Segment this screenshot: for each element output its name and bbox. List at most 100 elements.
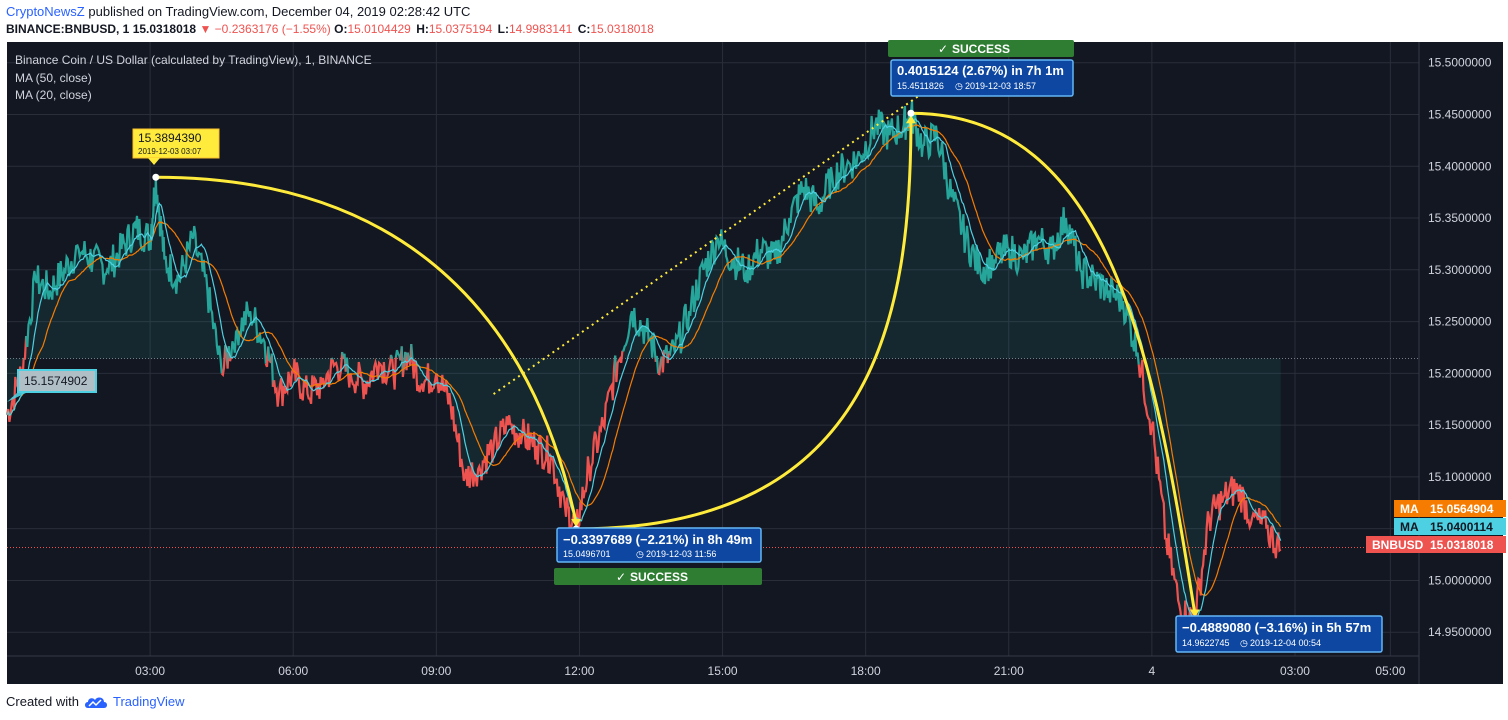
- rise-info-box: 0.4015124 (2.67%) in 7h 1m 15.4511826 ◷ …: [890, 59, 1074, 97]
- price-segment: [267, 346, 271, 362]
- price-tick-label: 15.3500000: [1428, 211, 1492, 225]
- drop1-status-text: SUCCESS: [630, 570, 688, 584]
- price-segment: [406, 352, 410, 361]
- symbol-label: BINANCE:BNBUSD, 1: [6, 22, 130, 36]
- peak-time-text: 2019-12-03 03:07: [138, 147, 202, 156]
- price-tick-label: 15.4500000: [1428, 107, 1492, 121]
- time-tick-label: 4: [1149, 664, 1156, 678]
- publish-header: CryptoNewsZ published on TradingView.com…: [6, 4, 470, 19]
- time-tick-label: 05:00: [1375, 664, 1405, 678]
- drop1-change-text: −0.3397689 (−2.21%) in 8h 49m: [563, 532, 752, 547]
- price-segment: [271, 358, 333, 407]
- drop2-info-box: −0.4889080 (−3.16%) in 5h 57m 14.9622745…: [1175, 615, 1383, 653]
- footer: Created with TradingView: [6, 694, 185, 709]
- rise-change-text: 0.4015124 (2.67%) in 7h 1m: [897, 63, 1064, 78]
- rise-price-text: 15.4511826: [897, 81, 944, 91]
- price-segment: [270, 353, 274, 387]
- ma-cyan-label: MA: [1400, 520, 1419, 534]
- arc-end-point: [907, 109, 915, 117]
- drop1-time-text: 2019-12-03 11:56: [646, 549, 716, 559]
- time-tick-label: 03:00: [135, 664, 165, 678]
- rise-time-text: 2019-12-03 18:57: [965, 81, 1036, 91]
- price-tick-label: 15.3000000: [1428, 263, 1492, 277]
- published-text: published on TradingView.com, December 0…: [88, 4, 471, 19]
- start-price-text: 15.1574902: [24, 374, 88, 388]
- time-tick-label: 03:00: [1280, 664, 1310, 678]
- created-with-text: Created with: [6, 694, 79, 709]
- start-price-label: 15.1574902: [7, 369, 97, 402]
- price-segment: [330, 357, 334, 361]
- price-segment: [391, 357, 397, 390]
- time-axis: 03:00 06:00 09:00 12:00 15:00 18:00 21:00 4 03:0…: [135, 664, 1406, 678]
- time-tick-label: 15:00: [708, 664, 738, 678]
- rise-check-icon: ✓: [938, 42, 948, 56]
- author-link[interactable]: CryptoNewsZ: [6, 4, 85, 19]
- change-down-icon: ▼: [199, 22, 212, 36]
- price-tick-label: 15.4000000: [1428, 159, 1492, 173]
- drop1-info-box: −0.3397689 (−2.21%) in 8h 49m 15.0496701…: [556, 527, 762, 563]
- high-label: H:: [416, 22, 429, 36]
- current-price-tag: BNBUSD 15.0318018: [1366, 536, 1506, 553]
- drop1-price-text: 15.0496701: [563, 549, 611, 559]
- price-tick-label: 15.5000000: [1428, 56, 1492, 70]
- drop1-arc: [155, 175, 578, 524]
- price-tick-label: 15.1500000: [1428, 418, 1492, 432]
- price-tick-label: 15.1000000: [1428, 470, 1492, 484]
- price-segment: [347, 354, 393, 400]
- time-tick-label: 21:00: [994, 664, 1024, 678]
- drop1-clock-icon: ◷: [636, 549, 644, 559]
- price-segment: [410, 344, 414, 360]
- price-segment: [661, 349, 666, 373]
- price-segment: [411, 355, 617, 535]
- drop2-change-text: −0.4889080 (−3.16%) in 5h 57m: [1182, 620, 1371, 635]
- price-axis-background: [1419, 42, 1503, 684]
- price-segment: [663, 345, 669, 364]
- close-value: 15.0318018: [590, 22, 654, 36]
- ma-orange-value: 15.0564904: [1430, 502, 1494, 516]
- ma50-legend[interactable]: MA (50, close): [15, 71, 92, 85]
- ma-orange-tag: MA 15.0564904: [1394, 500, 1506, 517]
- price-tick-label: 15.0000000: [1428, 573, 1492, 587]
- ma20-line: [6, 117, 1282, 622]
- ma50-line: [6, 123, 1282, 597]
- price-tick-label: 15.2000000: [1428, 366, 1492, 380]
- price-segment: [655, 355, 660, 374]
- peak-point: [152, 173, 160, 181]
- time-tick-label: 18:00: [851, 664, 881, 678]
- price-segment: [220, 345, 227, 378]
- peak-price-text: 15.3894390: [138, 131, 202, 145]
- time-tick-label: 06:00: [278, 664, 308, 678]
- low-value: 14.9983141: [508, 22, 573, 36]
- tradingview-link[interactable]: TradingView: [112, 694, 185, 709]
- drop2-time-text: 2019-12-04 00:54: [1250, 638, 1321, 648]
- high-value: 15.0375194: [428, 22, 493, 36]
- price-segment: [389, 354, 394, 360]
- close-label: C:: [577, 22, 591, 36]
- price-segment: [615, 350, 624, 383]
- ma20-legend[interactable]: MA (20, close): [15, 88, 92, 102]
- arc-arrow-head: [1189, 609, 1200, 618]
- drop1-check-icon: ✓: [616, 570, 626, 584]
- price-tick-label: 14.9500000: [1428, 625, 1492, 639]
- price-segment: [1137, 359, 1282, 632]
- price-tick-label: 15.2500000: [1428, 315, 1492, 329]
- arc-arrow-head: [571, 518, 582, 527]
- rise-clock-icon: ◷: [955, 81, 963, 91]
- peak-label: 15.3894390 2019-12-03 03:07: [132, 128, 220, 165]
- rise-status-text: SUCCESS: [952, 42, 1010, 56]
- ma-cyan-value: 15.0400114: [1430, 520, 1493, 534]
- drop2-clock-icon: ◷: [1240, 638, 1248, 648]
- ma-orange-label: MA: [1400, 502, 1419, 516]
- open-label: O:: [334, 22, 348, 36]
- open-value: 15.0104429: [347, 22, 411, 36]
- price-tag-value: 15.0318018: [1430, 538, 1494, 552]
- ma-cyan-tag: MA 15.0400114: [1394, 518, 1506, 535]
- last-price: 15.0318018: [132, 22, 197, 36]
- chart-title: Binance Coin / US Dollar (calculated by …: [15, 53, 372, 67]
- tradingview-cloud-icon: [84, 697, 107, 708]
- price-tag-label: BNBUSD: [1372, 538, 1424, 552]
- time-tick-label: 09:00: [421, 664, 451, 678]
- arc-arrow-head: [905, 115, 916, 124]
- drop1-success-badge: ✓ SUCCESS: [554, 568, 762, 585]
